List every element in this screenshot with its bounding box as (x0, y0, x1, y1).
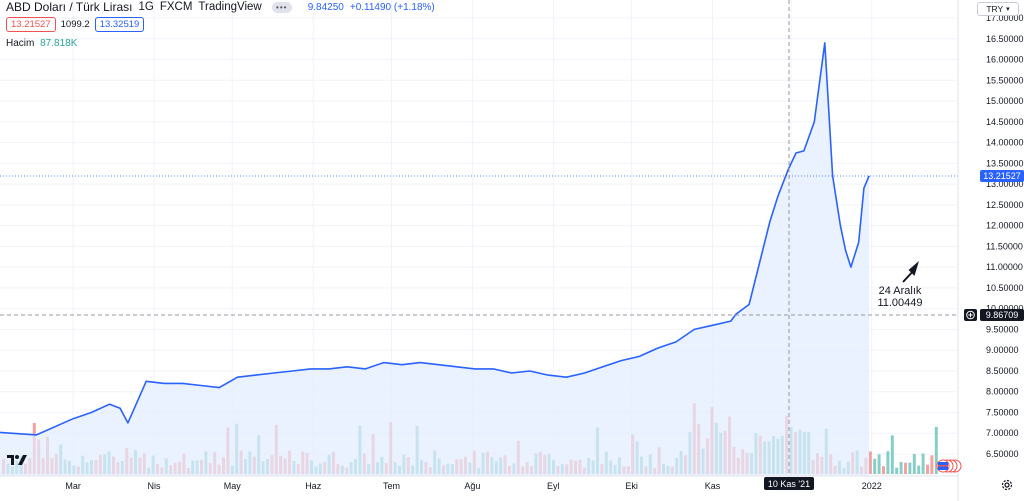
volume-legend: Hacim 87.818K (6, 38, 77, 49)
crosshair-price-badge-text: 9.86709 (986, 310, 1019, 320)
gear-icon[interactable] (1000, 478, 1014, 492)
crosshair-date-badge-text: 10 Kas '21 (768, 479, 810, 489)
volume-bar (899, 461, 903, 474)
volume-bar (882, 466, 885, 474)
volume-bar (934, 426, 938, 474)
time-axis-label: May (224, 481, 242, 491)
volume-bar (873, 458, 877, 474)
last-price: 9.84250 (307, 1, 344, 13)
time-axis-label: 2022 (862, 481, 882, 491)
price-axis-label: 12.50000 (986, 200, 1024, 210)
volume-bar (926, 464, 929, 474)
time-axis-label: Eki (625, 481, 638, 491)
price-line (0, 42, 870, 436)
price-area-fill (0, 42, 870, 477)
volume-bar (886, 451, 890, 474)
volume-value: 87.818K (40, 38, 78, 49)
currency-label: TRY (986, 4, 1004, 14)
price-axis-label: 16.00000 (986, 55, 1024, 65)
bid-badge[interactable]: 13.21527 (6, 17, 56, 32)
crosshair-date-badge: 10 Kas '21 (764, 477, 814, 490)
annotation-label: 24 Aralık 11.00449 (866, 285, 934, 309)
current-price-badge: 13.21527 (980, 170, 1024, 182)
economic-events-icons[interactable] (936, 459, 962, 473)
price-axis-label: 13.50000 (986, 158, 1024, 168)
price-axis-label: 11.00000 (986, 262, 1023, 272)
exchange-label: FXCM (159, 1, 193, 13)
symbol-title[interactable]: ABD Doları / Türk Lirası (6, 0, 133, 14)
source-label: TradingView (198, 1, 262, 13)
volume-bar (921, 453, 925, 474)
ask-badge[interactable]: 13.32519 (94, 17, 145, 32)
crosshair-price-badge: 9.86709 (980, 309, 1024, 321)
price-axis-label: 7.50000 (986, 407, 1019, 417)
bid-ask-row: 13.21527 1099.2 13.32519 (6, 17, 145, 32)
volume-bar (917, 465, 921, 474)
price-axis: 17.00000 16.50000 16.00000 15.50000 15.00000… (986, 13, 1024, 459)
volume-bar (930, 455, 934, 474)
price-axis-label: 13.00000 (986, 179, 1024, 189)
price-axis-label: 7.00000 (986, 428, 1019, 438)
price-axis-label: 16.50000 (986, 34, 1024, 44)
price-axis-label: 15.50000 (986, 75, 1024, 85)
tradingview-logo-icon[interactable] (6, 453, 28, 467)
price-axis-label: 12.00000 (986, 221, 1024, 231)
price-axis-label: 15.00000 (986, 96, 1024, 106)
chevron-down-icon: ▾ (1006, 6, 1010, 13)
annotation-date: 24 Aralık (878, 285, 922, 297)
annotation-value: 11.00449 (877, 297, 923, 309)
price-change: +0.11490 (+1.18%) (349, 1, 435, 13)
price-axis-label: 11.50000 (986, 241, 1023, 251)
currency-selector[interactable]: TRY ▾ (977, 2, 1019, 16)
price-axis-label: 9.50000 (986, 324, 1019, 334)
volume-bar (904, 462, 907, 474)
volume-bar (877, 454, 881, 474)
time-axis-label: Eyl (547, 481, 560, 491)
price-axis-label: 10.00000 (986, 304, 1024, 314)
volume-bar (868, 451, 872, 474)
volume-bar (890, 435, 894, 474)
current-price-badge-text: 13.21527 (983, 171, 1021, 181)
price-axis-label: 10.50000 (986, 283, 1024, 293)
price-axis-label: 17.00000 (986, 13, 1024, 23)
chart-header: ABD Doları / Türk Lirası 1G FXCM Trading… (6, 0, 441, 14)
volume-bar (908, 462, 912, 474)
price-axis-label: 8.50000 (986, 366, 1019, 376)
time-axis-label: Kas (705, 481, 721, 491)
volume-label: Hacim (6, 38, 35, 49)
annotation-arrow (902, 261, 919, 283)
price-axis-label: 6.50000 (986, 449, 1019, 459)
price-axis-label: 9.00000 (986, 345, 1019, 355)
more-options-icon[interactable]: ••• (271, 1, 292, 13)
crosshair-add-button[interactable] (964, 309, 977, 321)
price-axis-label: 8.00000 (986, 387, 1019, 397)
time-axis-label: Ağu (464, 481, 480, 491)
interval-label[interactable]: 1G (138, 1, 154, 13)
time-axis-label: Tem (383, 481, 400, 491)
volume-bar (912, 454, 916, 474)
price-axis-label: 14.00000 (986, 138, 1024, 148)
time-axis-label: Mar (65, 481, 81, 491)
price-axis-label: 14.50000 (986, 117, 1024, 127)
spread-value: 1099.2 (60, 19, 90, 30)
time-axis-label: Haz (305, 481, 322, 491)
volume-bar (895, 467, 899, 474)
time-axis: MarNisMayHazTemAğuEylEkiKasAra2022 (65, 481, 881, 491)
time-axis-label: Nis (147, 481, 160, 491)
